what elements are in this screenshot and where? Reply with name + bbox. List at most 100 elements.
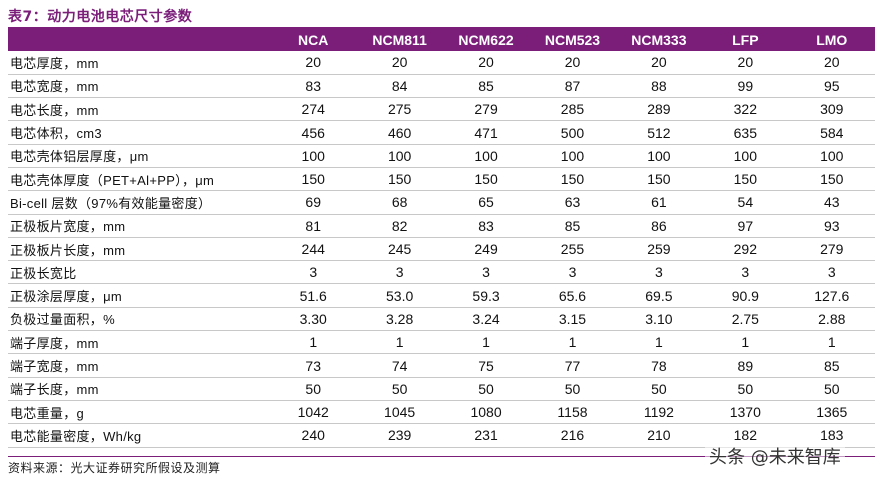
header-cell-ncm622: NCM622: [458, 32, 514, 48]
table-cell: 50: [478, 380, 494, 397]
row-label: 负极过量面积，%: [10, 312, 115, 328]
header-cell-nca: NCA: [298, 32, 329, 48]
table-cell: 1045: [384, 404, 416, 421]
table-cell: 89: [737, 357, 754, 374]
table-row: 电芯体积，cm3 456 460 471 500 512 635 584: [8, 121, 875, 145]
table-row: 电芯长度，mm 274 275 279 285 289 322 309: [8, 98, 875, 121]
table-cell: 90.9: [731, 287, 759, 304]
row-label: Bi-cell 层数（97%有效能量密度）: [10, 195, 212, 211]
table-row: 正极板片长度，mm 244 245 249 255 259 292 279: [8, 237, 875, 261]
table-row: 正极长宽比 3 3 3 3 3 3 3: [8, 261, 875, 284]
table-cell: 75: [478, 357, 494, 374]
table-cell: 63: [564, 194, 581, 211]
table-cell: 231: [474, 427, 498, 444]
table-cell: 51.6: [299, 287, 327, 304]
table-cell: 150: [733, 171, 757, 188]
table-cell: 85: [564, 217, 581, 234]
table-row: 电芯厚度，mm 20 20 20 20 20 20 20: [8, 51, 875, 75]
header-row: NCA NCM811 NCM622 NCM523 NCM333 LFP LMO: [8, 29, 875, 51]
table-cell: 100: [301, 147, 325, 164]
row-label: 电芯能量密度，Wh/kg: [10, 428, 142, 444]
table-cell: 50: [305, 380, 321, 397]
table-cell: 54: [737, 194, 754, 211]
row-label: 电芯重量，g: [10, 405, 85, 421]
table-cell: 1: [741, 334, 750, 351]
header-cell-label: [8, 29, 270, 51]
table-cell: 50: [564, 380, 581, 397]
table-cell: 68: [391, 194, 408, 211]
table-cell: 285: [560, 101, 585, 118]
table-cell: 50: [651, 380, 667, 397]
table-cell: 61: [651, 194, 667, 211]
row-label: 正极长宽比: [10, 265, 77, 281]
table-cell: 65.6: [558, 287, 587, 304]
table-cell: 1080: [470, 404, 502, 421]
table-cell: 3: [741, 264, 750, 281]
table-cell: 1: [827, 334, 836, 351]
table-bottom-divider: [8, 456, 875, 457]
header-cell-lfp: LFP: [732, 32, 759, 48]
table-cell: 3.15: [558, 310, 587, 327]
table-cell: 20: [305, 54, 321, 71]
table-cell: 100: [387, 147, 412, 164]
title-divider: [8, 27, 875, 29]
table-cell: 65: [478, 194, 494, 211]
table-cell: 50: [391, 380, 408, 397]
table-cell: 1: [395, 334, 404, 351]
table-cell: 3.10: [645, 310, 673, 327]
table-cell: 83: [478, 217, 494, 234]
table-cell: 2.75: [731, 310, 759, 327]
table-cell: 50: [737, 380, 754, 397]
table-cell: 69.5: [645, 287, 673, 304]
table-cell: 77: [564, 357, 581, 374]
table-cell: 95: [823, 77, 840, 94]
table-cell: 259: [647, 241, 671, 258]
header-cell-ncm523: NCM523: [544, 32, 601, 48]
header-cell-ncm333: NCM333: [631, 32, 687, 48]
table-row: 正极板片宽度，mm 81 82 83 85 86 97 93: [8, 214, 875, 238]
row-label: 端子厚度，mm: [10, 335, 99, 351]
table-cell: 500: [560, 124, 585, 141]
table-cell: 74: [391, 357, 408, 374]
table-cell: 512: [647, 124, 671, 141]
table-cell: 73: [305, 357, 321, 374]
table-cell: 584: [820, 124, 844, 141]
table-cell: 20: [737, 54, 754, 71]
table-cell: 1192: [643, 404, 674, 421]
table-row: 端子厚度，mm 1 1 1 1 1 1 1: [8, 331, 875, 354]
table-cell: 85: [823, 357, 840, 374]
table-cell: 127.6: [814, 287, 850, 304]
table-cell: 1042: [297, 404, 329, 421]
table-cell: 100: [474, 147, 498, 164]
table-cell: 216: [560, 427, 585, 444]
table-cell: 150: [647, 171, 671, 188]
table-cell: 240: [301, 427, 325, 444]
table-title: 表7：动力电池电芯尺寸参数: [8, 9, 193, 25]
table-cell: 150: [820, 171, 844, 188]
table-cell: 53.0: [386, 287, 414, 304]
table-cell: 3: [827, 264, 836, 281]
source-note: 资料来源：光大证券研究所假设及测算: [8, 461, 221, 475]
table-cell: 3: [309, 264, 318, 281]
table-cell: 292: [733, 241, 757, 258]
battery-spec-table: NCA NCM811 NCM622 NCM523 NCM333 LFP LMO …: [8, 29, 875, 448]
table-cell: 3.28: [386, 310, 414, 327]
table-cell: 86: [651, 217, 667, 234]
header-cell-lmo: LMO: [816, 32, 848, 48]
table-cell: 81: [305, 217, 321, 234]
table-cell: 150: [387, 171, 412, 188]
table-cell: 471: [474, 124, 498, 141]
row-label: 端子长度，mm: [10, 382, 99, 398]
table-cell: 3: [482, 264, 490, 281]
table-cell: 289: [647, 101, 671, 118]
table-cell: 85: [478, 77, 494, 94]
header-cell-ncm811: NCM811: [372, 32, 427, 48]
table-cell: 274: [301, 101, 325, 118]
table-cell: 3: [655, 264, 663, 281]
row-label: 电芯体积，cm3: [10, 126, 102, 142]
table-cell: 279: [474, 101, 498, 118]
table-cell: 59.3: [472, 287, 500, 304]
row-label: 电芯壳体铝层厚度，μm: [10, 149, 149, 165]
table-cell: 275: [387, 101, 412, 118]
watermark: 头条 @未来智库: [705, 443, 845, 469]
